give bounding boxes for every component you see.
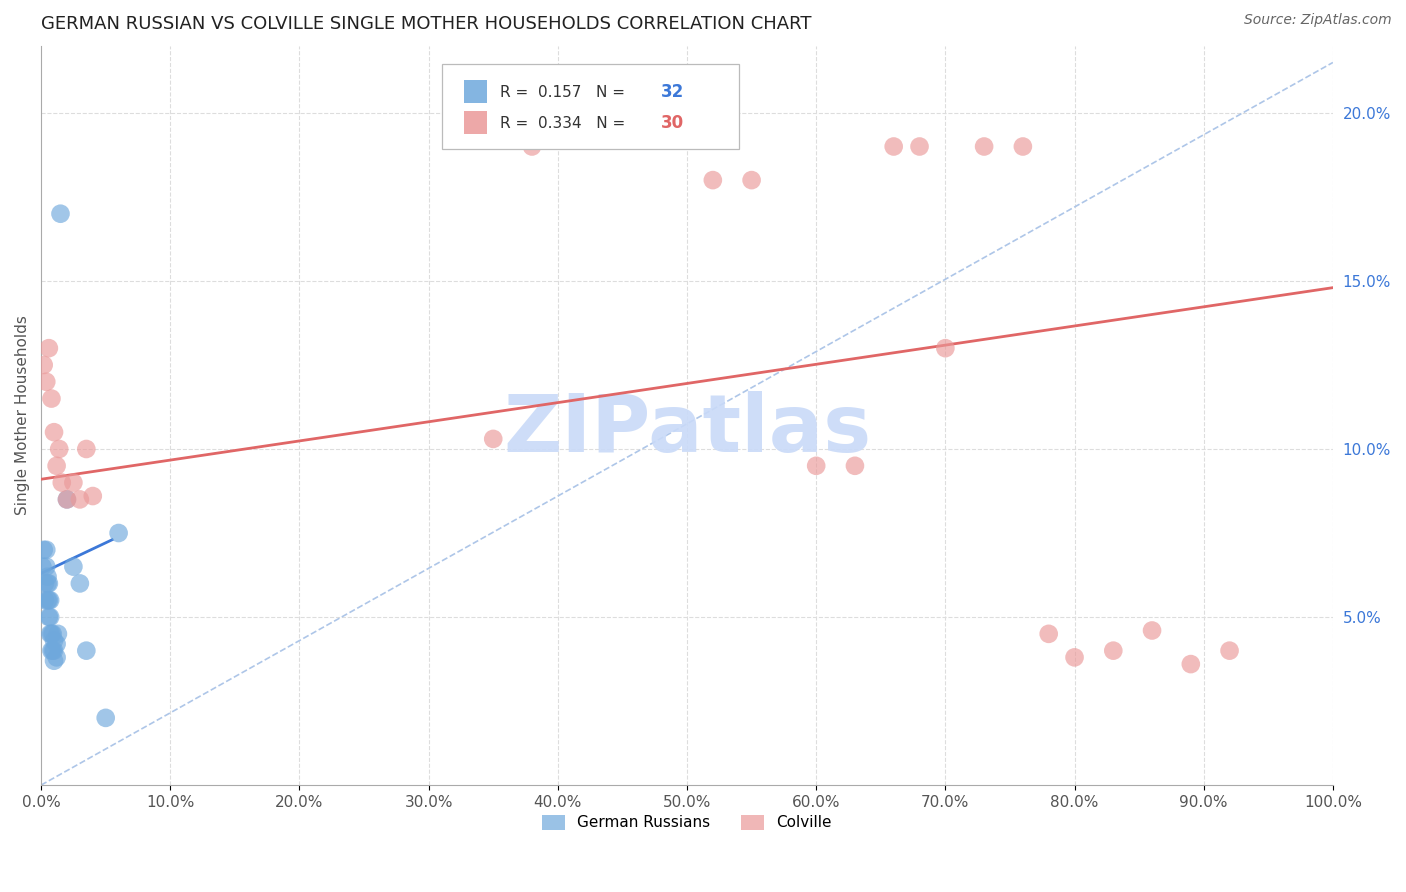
- Point: [42, 643, 65, 657]
- Point: [42, 643, 65, 657]
- Point: [41, 392, 63, 406]
- Point: [32, 542, 55, 557]
- Point: [107, 526, 129, 541]
- Text: GERMAN RUSSIAN VS COLVILLE SINGLE MOTHER HOUSEHOLDS CORRELATION CHART: GERMAN RUSSIAN VS COLVILLE SINGLE MOTHER…: [41, 15, 811, 33]
- Bar: [464, 80, 486, 103]
- Text: R =  0.334   N =: R = 0.334 N =: [499, 116, 630, 131]
- Point: [82, 489, 104, 503]
- Legend: German Russians, Colville: German Russians, Colville: [536, 808, 838, 837]
- Point: [38, 610, 60, 624]
- Point: [806, 458, 828, 473]
- Point: [56, 492, 79, 507]
- Point: [45, 650, 67, 665]
- Text: R =  0.157   N =: R = 0.157 N =: [499, 85, 630, 100]
- Point: [39, 593, 62, 607]
- Point: [1219, 643, 1241, 657]
- Point: [482, 432, 505, 446]
- Point: [520, 139, 543, 153]
- Point: [35, 559, 58, 574]
- Text: 32: 32: [661, 83, 685, 102]
- FancyBboxPatch shape: [441, 64, 738, 149]
- Point: [62, 475, 84, 490]
- Point: [35, 375, 58, 389]
- Point: [38, 576, 60, 591]
- Bar: [464, 112, 486, 134]
- Y-axis label: Single Mother Households: Single Mother Households: [15, 316, 30, 516]
- Point: [38, 341, 60, 355]
- Point: [1140, 624, 1163, 638]
- Point: [45, 637, 67, 651]
- Point: [34, 576, 56, 591]
- Point: [42, 633, 65, 648]
- Point: [62, 559, 84, 574]
- Point: [883, 139, 905, 153]
- Point: [69, 576, 91, 591]
- Point: [42, 654, 65, 668]
- Point: [94, 711, 117, 725]
- Text: ZIPatlas: ZIPatlas: [503, 392, 872, 469]
- Point: [844, 458, 866, 473]
- Point: [46, 627, 69, 641]
- Point: [1180, 657, 1202, 672]
- Point: [42, 425, 65, 440]
- Point: [35, 542, 58, 557]
- Point: [31, 559, 53, 574]
- Point: [69, 492, 91, 507]
- Point: [48, 442, 70, 456]
- Point: [45, 458, 67, 473]
- Point: [1102, 643, 1125, 657]
- Text: 30: 30: [661, 114, 685, 132]
- Point: [934, 341, 956, 355]
- Point: [32, 358, 55, 372]
- Point: [1063, 650, 1085, 665]
- Point: [56, 492, 79, 507]
- Point: [41, 643, 63, 657]
- Point: [38, 593, 60, 607]
- Point: [37, 570, 59, 584]
- Point: [1038, 627, 1060, 641]
- Point: [702, 173, 724, 187]
- Point: [34, 593, 56, 607]
- Point: [39, 627, 62, 641]
- Point: [973, 139, 995, 153]
- Point: [741, 173, 763, 187]
- Point: [75, 442, 97, 456]
- Point: [1012, 139, 1035, 153]
- Point: [39, 610, 62, 624]
- Point: [42, 627, 65, 641]
- Point: [37, 576, 59, 591]
- Text: Source: ZipAtlas.com: Source: ZipAtlas.com: [1244, 13, 1392, 28]
- Point: [75, 643, 97, 657]
- Point: [49, 207, 72, 221]
- Point: [51, 475, 73, 490]
- Point: [908, 139, 931, 153]
- Point: [37, 593, 59, 607]
- Point: [41, 627, 63, 641]
